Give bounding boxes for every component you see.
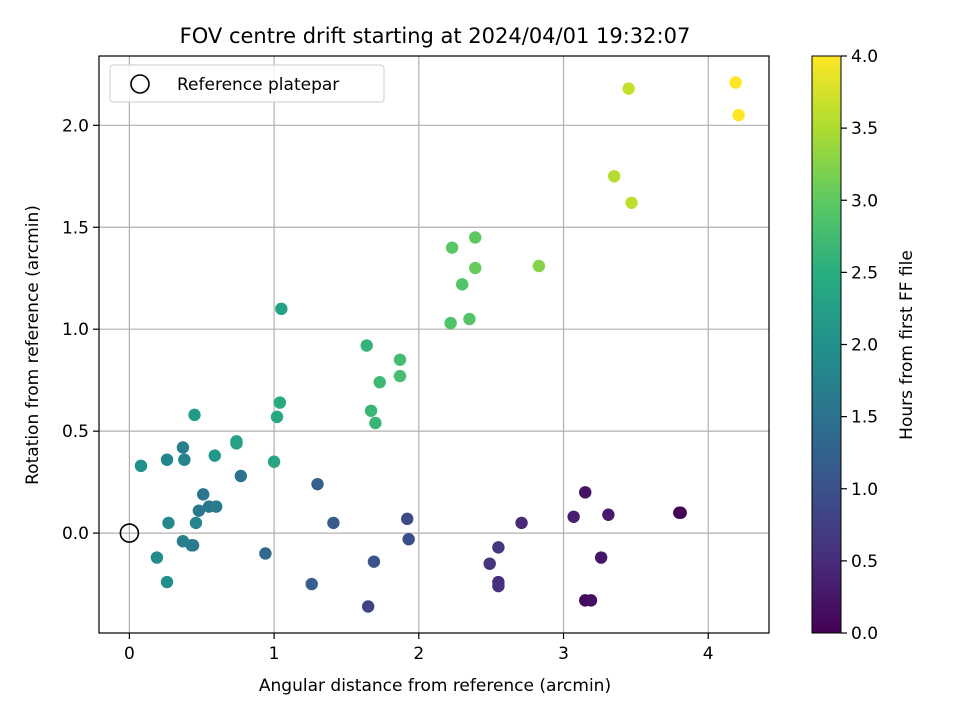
scatter-point xyxy=(305,577,318,591)
scatter-point xyxy=(456,278,469,291)
y-tick-label: 0.0 xyxy=(62,524,89,544)
scatter-point xyxy=(579,486,592,499)
colorbar-tick-label: 2.0 xyxy=(851,336,878,356)
scatter-point xyxy=(259,547,272,560)
scatter-point xyxy=(160,453,174,466)
scatter-point xyxy=(230,437,243,450)
colorbar-tick-label: 4.0 xyxy=(851,47,878,67)
scatter-point xyxy=(311,477,324,491)
y-tick-label: 0.5 xyxy=(62,422,89,442)
plot-frame xyxy=(98,55,770,634)
scatter-point xyxy=(622,82,635,95)
y-axis-label: Rotation from reference (arcmin) xyxy=(23,205,43,485)
legend-entry-reference: Reference platepar xyxy=(177,75,339,95)
scatter-point xyxy=(134,459,148,473)
x-tick-label: 3 xyxy=(558,644,569,664)
y-tick-label: 1.0 xyxy=(62,320,89,340)
x-tick-label: 2 xyxy=(413,644,424,664)
scatter-point xyxy=(463,312,476,326)
scatter-point xyxy=(367,555,381,568)
scatter-point xyxy=(401,512,414,526)
y-tick-label: 2.0 xyxy=(62,116,89,136)
scatter-point xyxy=(469,261,482,275)
x-tick-label: 4 xyxy=(703,644,714,664)
scatter-point xyxy=(192,504,206,517)
colorbar-tick-label: 0.5 xyxy=(851,552,878,572)
scatter-point xyxy=(567,510,580,523)
scatter-point xyxy=(594,551,608,564)
colorbar-ticks: 0.0 0.5 1.0 1.5 2.0 2.5 3.0 3.5 4.0 xyxy=(841,47,878,644)
legend-box xyxy=(109,64,385,103)
scatter-point xyxy=(270,410,284,424)
colorbar-gradient xyxy=(812,56,841,633)
scatter-point xyxy=(361,600,375,613)
scatter-point xyxy=(234,469,248,483)
scatter-point xyxy=(492,579,505,593)
scatter-point xyxy=(327,516,340,530)
x-tick-label: 0 xyxy=(124,644,135,664)
scatter-point xyxy=(532,259,546,273)
colorbar-label: Hours from first FF file xyxy=(897,250,917,440)
scatter-point xyxy=(188,408,201,422)
scatter-point xyxy=(607,170,621,183)
scatter-point xyxy=(369,416,382,430)
colorbar-tick-label: 0.0 xyxy=(851,624,878,644)
legend: Reference platepar xyxy=(109,64,385,103)
scatter-point xyxy=(602,508,615,521)
scatter-point xyxy=(674,506,687,519)
scatter-point xyxy=(515,516,528,530)
chart-title: FOV centre drift starting at 2024/04/01 … xyxy=(180,24,691,48)
reference-point-marker xyxy=(119,523,140,543)
scatter-point xyxy=(469,231,482,244)
scatter-point xyxy=(393,353,407,366)
scatter-point xyxy=(729,76,742,89)
scatter-point xyxy=(189,516,203,530)
scatter-point xyxy=(208,449,221,462)
scatter-point xyxy=(364,404,378,417)
legend-marker-icon xyxy=(130,74,150,94)
scatter-point xyxy=(732,108,745,122)
x-axis-label: Angular distance from reference (arcmin) xyxy=(259,676,611,696)
grid-lines xyxy=(99,56,769,633)
colorbar-tick-label: 1.5 xyxy=(851,408,878,428)
scatter-point xyxy=(196,488,210,501)
scatter-point xyxy=(150,551,164,564)
scatter-point xyxy=(445,241,459,254)
scatter-point xyxy=(373,376,386,389)
colorbar-tick-label: 1.0 xyxy=(851,480,878,500)
colorbar-tick-label: 2.5 xyxy=(851,263,878,283)
scatter-point xyxy=(178,453,191,466)
scatter-point xyxy=(393,369,407,383)
scatter-point xyxy=(210,500,223,513)
scatter-point xyxy=(625,196,638,209)
scatter-point xyxy=(160,575,174,589)
y-tick-label: 1.5 xyxy=(62,218,89,238)
scatter-point xyxy=(162,516,175,530)
colorbar-tick-label: 3.0 xyxy=(851,191,878,211)
scatter-point xyxy=(483,557,496,570)
scatter-point xyxy=(267,455,281,468)
colorbar-tick-label: 3.5 xyxy=(851,119,878,139)
x-tick-label: 1 xyxy=(269,644,280,664)
scatter-point xyxy=(275,302,288,316)
y-axis-ticks: 0.0 0.5 1.0 1.5 2.0 xyxy=(62,116,99,544)
x-axis-ticks: 0 1 2 3 4 xyxy=(124,633,714,664)
scatter-point xyxy=(402,533,415,546)
data-points xyxy=(134,76,745,613)
scatter-point xyxy=(176,441,190,454)
scatter-point xyxy=(176,535,190,548)
scatter-point xyxy=(273,396,287,409)
scatter-point xyxy=(360,339,373,352)
colorbar: 0.0 0.5 1.0 1.5 2.0 2.5 3.0 3.5 4.0 Hours from f… xyxy=(811,47,917,644)
scatter-point xyxy=(444,316,457,330)
scatter-point xyxy=(584,594,598,607)
scatter-point xyxy=(492,541,505,554)
